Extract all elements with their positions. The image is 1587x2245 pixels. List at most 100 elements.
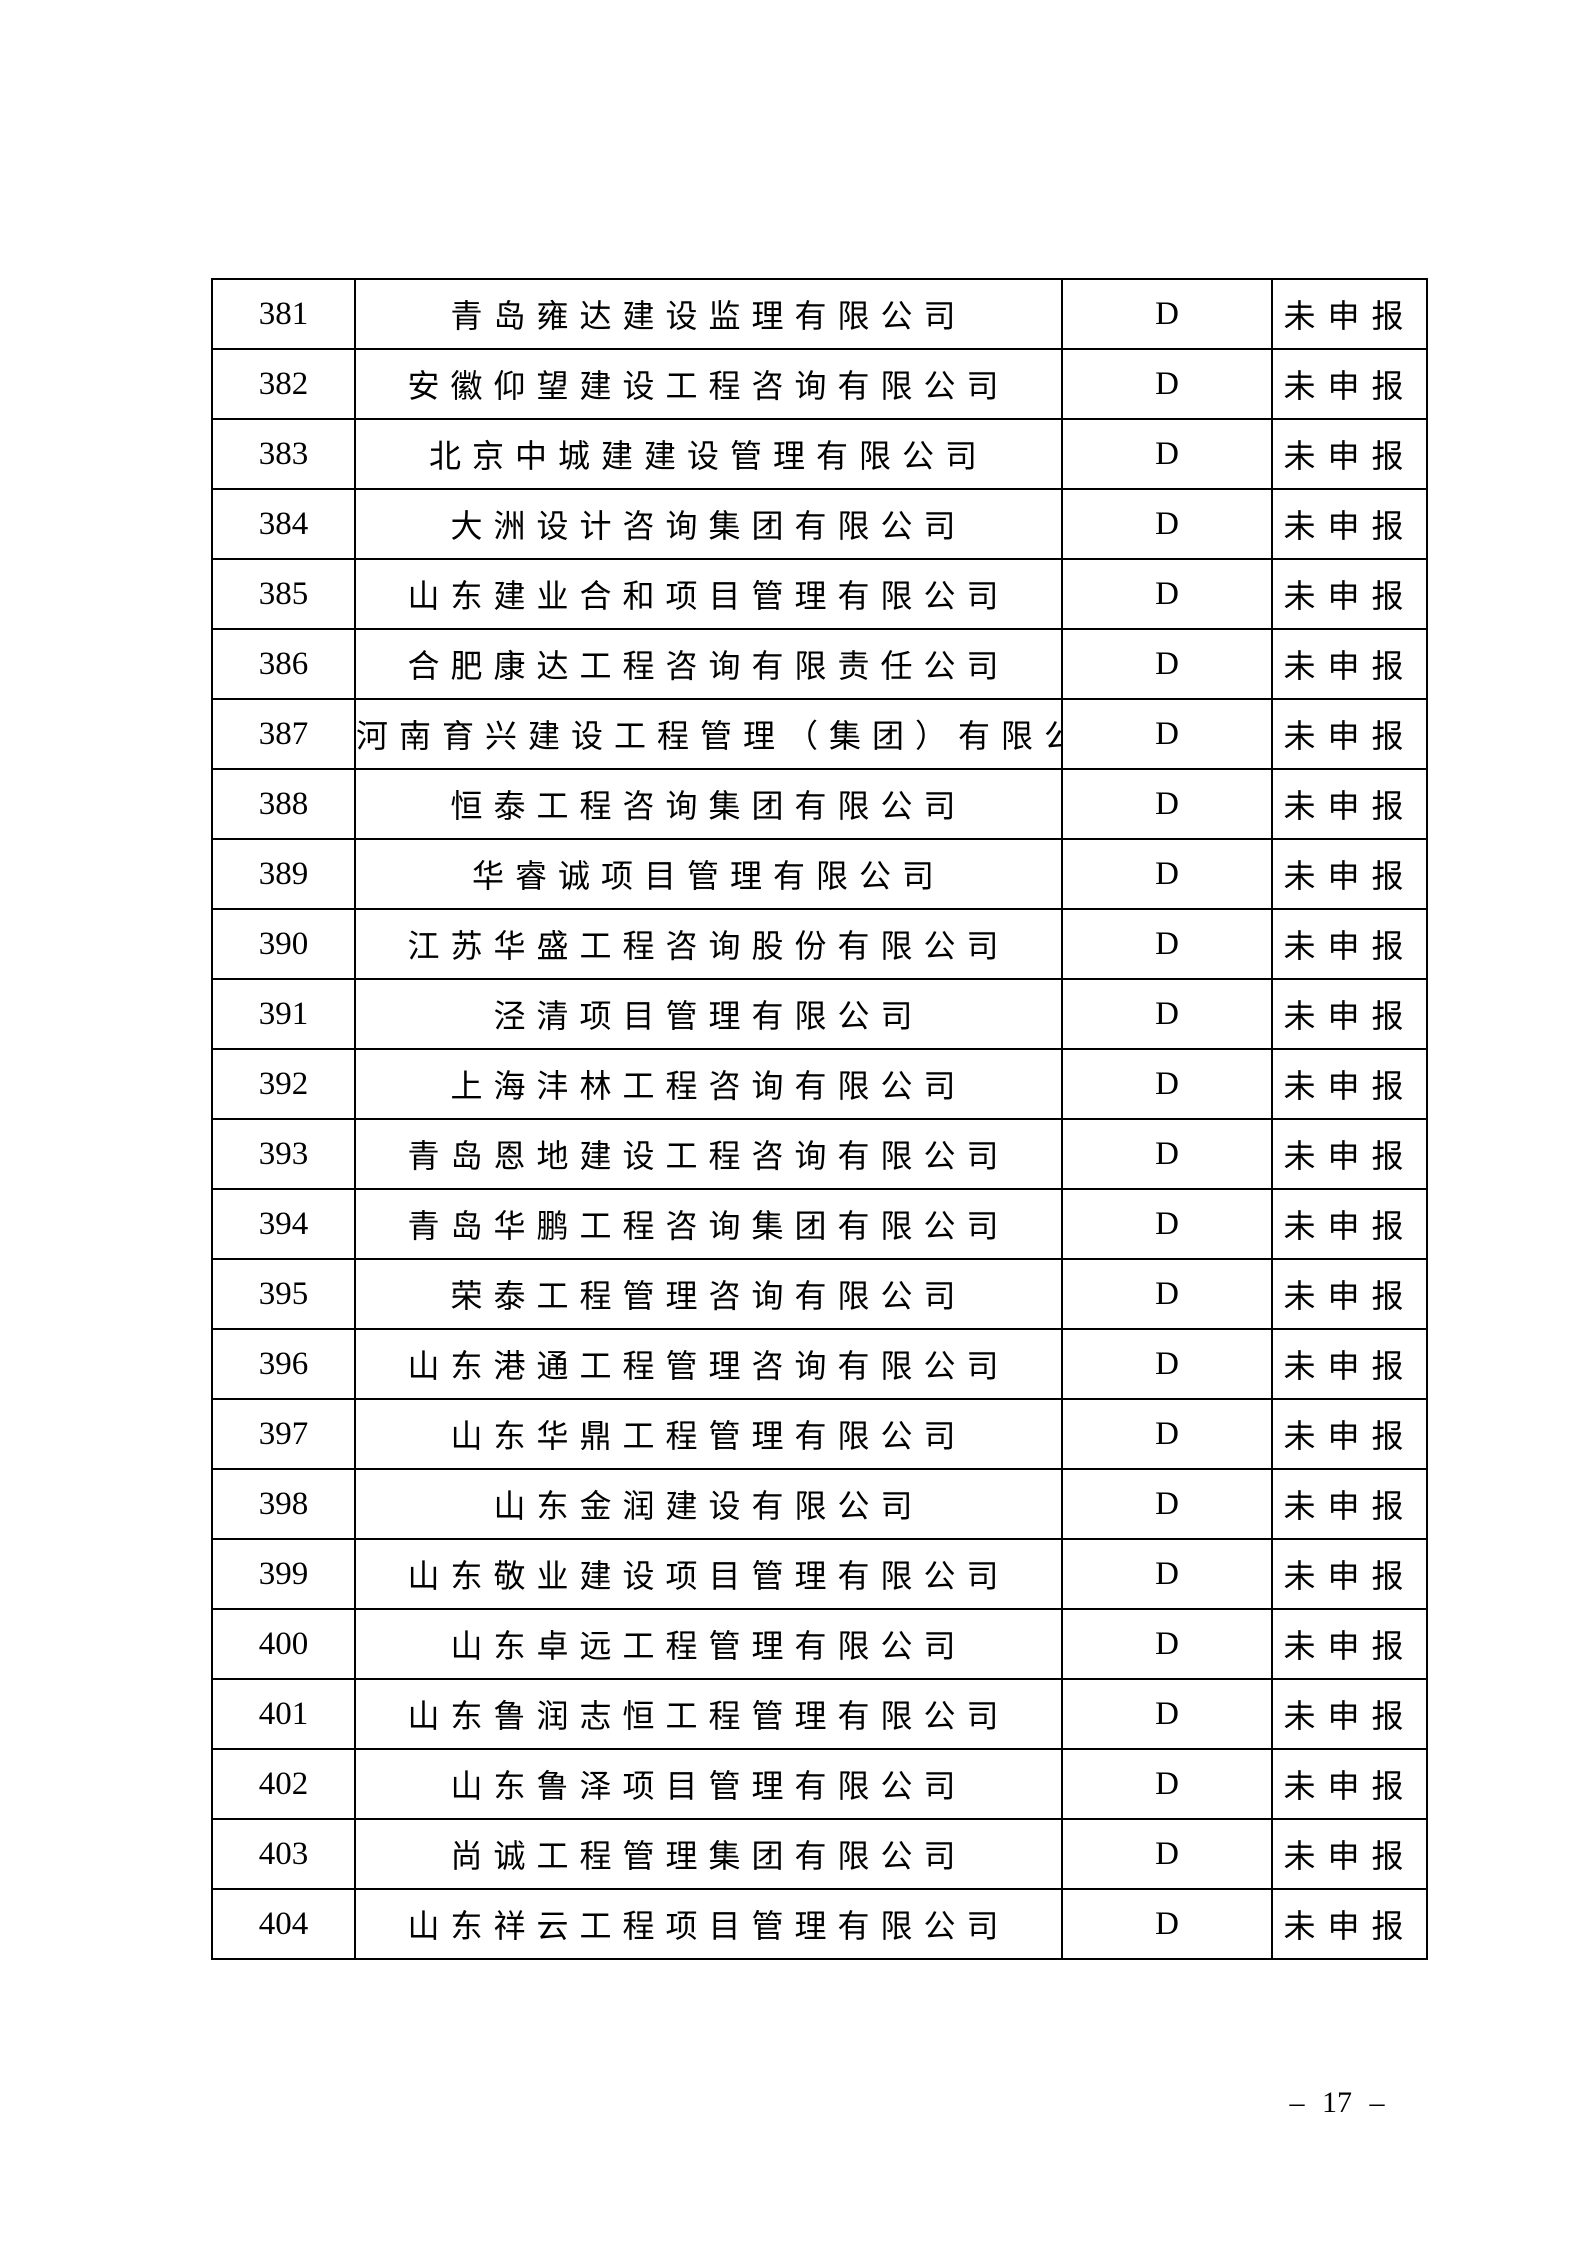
row-number-cell: 386	[211, 628, 356, 700]
row-number-cell: 384	[211, 488, 356, 560]
row-number-cell: 402	[211, 1748, 356, 1820]
table-row: 394 青岛华鹏工程咨询集团有限公司 D 未申报	[211, 1188, 1428, 1260]
table-row: 401 山东鲁润志恒工程管理有限公司 D 未申报	[211, 1678, 1428, 1750]
table-row: 385 山东建业合和项目管理有限公司 D 未申报	[211, 558, 1428, 630]
status-cell: 未申报	[1271, 1678, 1428, 1750]
table-row: 388 恒泰工程咨询集团有限公司 D 未申报	[211, 768, 1428, 840]
status-cell: 未申报	[1271, 908, 1428, 980]
company-name-cell: 青岛恩地建设工程咨询有限公司	[354, 1118, 1063, 1190]
company-name-cell: 荣泰工程管理咨询有限公司	[354, 1258, 1063, 1330]
row-number-cell: 391	[211, 978, 356, 1050]
grade-cell: D	[1061, 1818, 1273, 1890]
grade-cell: D	[1061, 1258, 1273, 1330]
company-name-cell: 青岛雍达建设监理有限公司	[354, 278, 1063, 350]
company-name-cell: 尚诚工程管理集团有限公司	[354, 1818, 1063, 1890]
row-number-cell: 388	[211, 768, 356, 840]
row-number-cell: 392	[211, 1048, 356, 1120]
status-cell: 未申报	[1271, 978, 1428, 1050]
status-cell: 未申报	[1271, 1748, 1428, 1820]
status-cell: 未申报	[1271, 1258, 1428, 1330]
table-row: 390 江苏华盛工程咨询股份有限公司 D 未申报	[211, 908, 1428, 980]
grade-cell: D	[1061, 1538, 1273, 1610]
company-name-cell: 河南育兴建设工程管理（集团）有限公司	[354, 698, 1063, 770]
status-cell: 未申报	[1271, 1538, 1428, 1610]
row-number-cell: 383	[211, 418, 356, 490]
grade-cell: D	[1061, 1608, 1273, 1680]
table-row: 402 山东鲁泽项目管理有限公司 D 未申报	[211, 1748, 1428, 1820]
status-cell: 未申报	[1271, 1468, 1428, 1540]
table-row: 398 山东金润建设有限公司 D 未申报	[211, 1468, 1428, 1540]
status-cell: 未申报	[1271, 1818, 1428, 1890]
row-number-cell: 381	[211, 278, 356, 350]
status-cell: 未申报	[1271, 1328, 1428, 1400]
grade-cell: D	[1061, 418, 1273, 490]
row-number-cell: 401	[211, 1678, 356, 1750]
status-cell: 未申报	[1271, 278, 1428, 350]
grade-cell: D	[1061, 1748, 1273, 1820]
table-row: 403 尚诚工程管理集团有限公司 D 未申报	[211, 1818, 1428, 1890]
grade-cell: D	[1061, 1328, 1273, 1400]
company-name-cell: 山东祥云工程项目管理有限公司	[354, 1888, 1063, 1960]
grade-cell: D	[1061, 278, 1273, 350]
company-name-cell: 北京中城建建设管理有限公司	[354, 418, 1063, 490]
table-row: 382 安徽仰望建设工程咨询有限公司 D 未申报	[211, 348, 1428, 420]
company-name-cell: 上海沣林工程咨询有限公司	[354, 1048, 1063, 1120]
company-name-cell: 青岛华鹏工程咨询集团有限公司	[354, 1188, 1063, 1260]
row-number-cell: 390	[211, 908, 356, 980]
status-cell: 未申报	[1271, 418, 1428, 490]
grade-cell: D	[1061, 908, 1273, 980]
company-name-cell: 泾清项目管理有限公司	[354, 978, 1063, 1050]
row-number-cell: 400	[211, 1608, 356, 1680]
table-row: 391 泾清项目管理有限公司 D 未申报	[211, 978, 1428, 1050]
row-number-cell: 397	[211, 1398, 356, 1470]
status-cell: 未申报	[1271, 838, 1428, 910]
status-cell: 未申报	[1271, 1048, 1428, 1120]
company-name-cell: 山东卓远工程管理有限公司	[354, 1608, 1063, 1680]
company-name-cell: 山东金润建设有限公司	[354, 1468, 1063, 1540]
company-name-cell: 山东敬业建设项目管理有限公司	[354, 1538, 1063, 1610]
company-name-cell: 恒泰工程咨询集团有限公司	[354, 768, 1063, 840]
company-rating-table: 381 青岛雍达建设监理有限公司 D 未申报 382 安徽仰望建设工程咨询有限公…	[211, 278, 1428, 1960]
status-cell: 未申报	[1271, 1188, 1428, 1260]
status-cell: 未申报	[1271, 488, 1428, 560]
table-row: 381 青岛雍达建设监理有限公司 D 未申报	[211, 278, 1428, 350]
grade-cell: D	[1061, 1118, 1273, 1190]
row-number-cell: 404	[211, 1888, 356, 1960]
company-name-cell: 大洲设计咨询集团有限公司	[354, 488, 1063, 560]
company-name-cell: 山东华鼎工程管理有限公司	[354, 1398, 1063, 1470]
status-cell: 未申报	[1271, 698, 1428, 770]
status-cell: 未申报	[1271, 628, 1428, 700]
company-name-cell: 江苏华盛工程咨询股份有限公司	[354, 908, 1063, 980]
row-number-cell: 396	[211, 1328, 356, 1400]
grade-cell: D	[1061, 978, 1273, 1050]
row-number-cell: 394	[211, 1188, 356, 1260]
status-cell: 未申报	[1271, 1608, 1428, 1680]
table-row: 404 山东祥云工程项目管理有限公司 D 未申报	[211, 1888, 1428, 1960]
grade-cell: D	[1061, 698, 1273, 770]
grade-cell: D	[1061, 628, 1273, 700]
status-cell: 未申报	[1271, 348, 1428, 420]
grade-cell: D	[1061, 768, 1273, 840]
row-number-cell: 403	[211, 1818, 356, 1890]
row-number-cell: 382	[211, 348, 356, 420]
grade-cell: D	[1061, 1888, 1273, 1960]
company-name-cell: 安徽仰望建设工程咨询有限公司	[354, 348, 1063, 420]
grade-cell: D	[1061, 838, 1273, 910]
grade-cell: D	[1061, 1678, 1273, 1750]
status-cell: 未申报	[1271, 768, 1428, 840]
table-row: 395 荣泰工程管理咨询有限公司 D 未申报	[211, 1258, 1428, 1330]
table-row: 387 河南育兴建设工程管理（集团）有限公司 D 未申报	[211, 698, 1428, 770]
table-row: 389 华睿诚项目管理有限公司 D 未申报	[211, 838, 1428, 910]
grade-cell: D	[1061, 488, 1273, 560]
table-row: 396 山东港通工程管理咨询有限公司 D 未申报	[211, 1328, 1428, 1400]
grade-cell: D	[1061, 1188, 1273, 1260]
grade-cell: D	[1061, 1468, 1273, 1540]
table-row: 393 青岛恩地建设工程咨询有限公司 D 未申报	[211, 1118, 1428, 1190]
company-name-cell: 合肥康达工程咨询有限责任公司	[354, 628, 1063, 700]
row-number-cell: 395	[211, 1258, 356, 1330]
table-row: 397 山东华鼎工程管理有限公司 D 未申报	[211, 1398, 1428, 1470]
table-row: 386 合肥康达工程咨询有限责任公司 D 未申报	[211, 628, 1428, 700]
status-cell: 未申报	[1271, 1888, 1428, 1960]
status-cell: 未申报	[1271, 1398, 1428, 1470]
